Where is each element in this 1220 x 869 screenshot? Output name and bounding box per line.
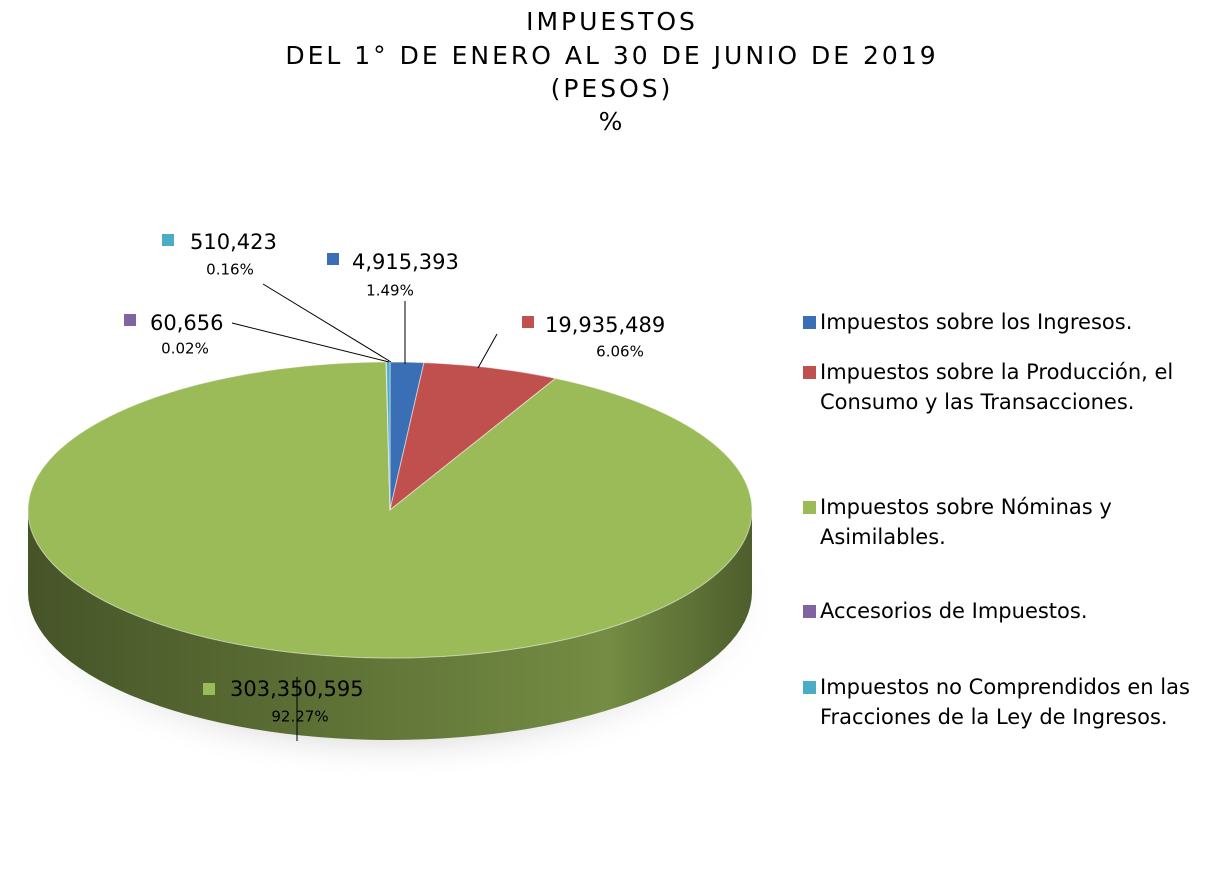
- percent-label: 6.06%: [596, 343, 644, 361]
- value-label: 19,935,489: [545, 313, 665, 337]
- percent-label: 0.16%: [206, 261, 254, 279]
- legend-swatch: [803, 501, 816, 514]
- legend-item: Impuestos no Comprendidos en las Fraccio…: [800, 672, 1220, 732]
- percent-label: 0.02%: [161, 340, 209, 358]
- value-label: 4,915,393: [352, 250, 459, 274]
- legend-label: Impuestos sobre la Producción, el Consum…: [820, 360, 1174, 414]
- label-swatch: [162, 234, 174, 246]
- label-swatch: [124, 314, 136, 326]
- value-label: 510,423: [190, 230, 277, 254]
- chart-title: (PESOS): [551, 74, 674, 103]
- percent-label: 1.49%: [366, 282, 414, 300]
- slice-side: [28, 510, 752, 740]
- chart-title: DEL 1° DE ENERO AL 30 DE JUNIO DE 2019: [285, 41, 938, 70]
- legend-label: Impuestos no Comprendidos en las Fraccio…: [820, 675, 1190, 729]
- legend-item: Impuestos sobre Nóminas y Asimilables.: [800, 492, 1220, 552]
- chart-title: %: [599, 107, 626, 136]
- value-label: 303,350,595: [230, 677, 364, 701]
- slice: [389, 362, 557, 512]
- legend-label: Impuestos sobre los Ingresos.: [820, 310, 1133, 334]
- legend-item: Impuestos sobre la Producción, el Consum…: [800, 357, 1220, 417]
- label-swatch: [203, 683, 215, 695]
- label-swatch: [522, 316, 534, 328]
- legend-swatch: [803, 681, 816, 694]
- value-label: 60,656: [150, 311, 223, 335]
- legend-swatch: [803, 316, 816, 329]
- legend-swatch: [803, 366, 816, 379]
- leader-line: [262, 283, 392, 363]
- label-swatch: [327, 253, 339, 265]
- leader-line: [477, 333, 498, 369]
- leader-line: [231, 322, 390, 363]
- legend-label: Accesorios de Impuestos.: [820, 599, 1088, 623]
- legend-item: Impuestos sobre los Ingresos.: [800, 307, 1220, 337]
- chart-title: IMPUESTOS: [526, 7, 698, 36]
- legend-item: Accesorios de Impuestos.: [800, 596, 1220, 626]
- legend-label: Impuestos sobre Nóminas y Asimilables.: [820, 495, 1112, 549]
- percent-label: 92.27%: [271, 708, 328, 726]
- legend-swatch: [803, 605, 816, 618]
